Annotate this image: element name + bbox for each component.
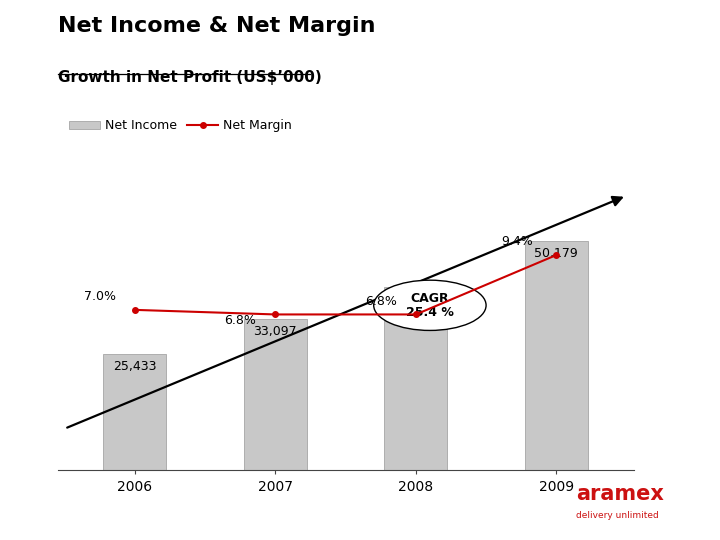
Bar	[244, 319, 307, 470]
Text: 25,433: 25,433	[113, 360, 157, 374]
Legend: Net Income, Net Margin: Net Income, Net Margin	[64, 114, 297, 137]
Bar	[384, 287, 447, 470]
Ellipse shape	[374, 280, 486, 330]
Text: 50,179: 50,179	[534, 247, 578, 260]
Bar	[525, 240, 588, 470]
Text: 25.4 %: 25.4 %	[406, 306, 454, 319]
Text: 33,097: 33,097	[253, 326, 297, 339]
Text: 6.8%: 6.8%	[365, 295, 397, 308]
Text: delivery unlimited: delivery unlimited	[576, 511, 659, 520]
Text: Growth in Net Profit (US$’000): Growth in Net Profit (US$’000)	[58, 70, 321, 85]
Text: Net Income & Net Margin: Net Income & Net Margin	[58, 16, 375, 36]
Bar	[103, 354, 166, 470]
Text: 7.0%: 7.0%	[84, 290, 116, 303]
Text: 6.8%: 6.8%	[225, 314, 256, 327]
Text: aramex: aramex	[576, 484, 664, 504]
Text: 9.4%: 9.4%	[501, 235, 533, 248]
Text: CAGR: CAGR	[410, 292, 449, 305]
Text: 40,113: 40,113	[394, 293, 438, 306]
